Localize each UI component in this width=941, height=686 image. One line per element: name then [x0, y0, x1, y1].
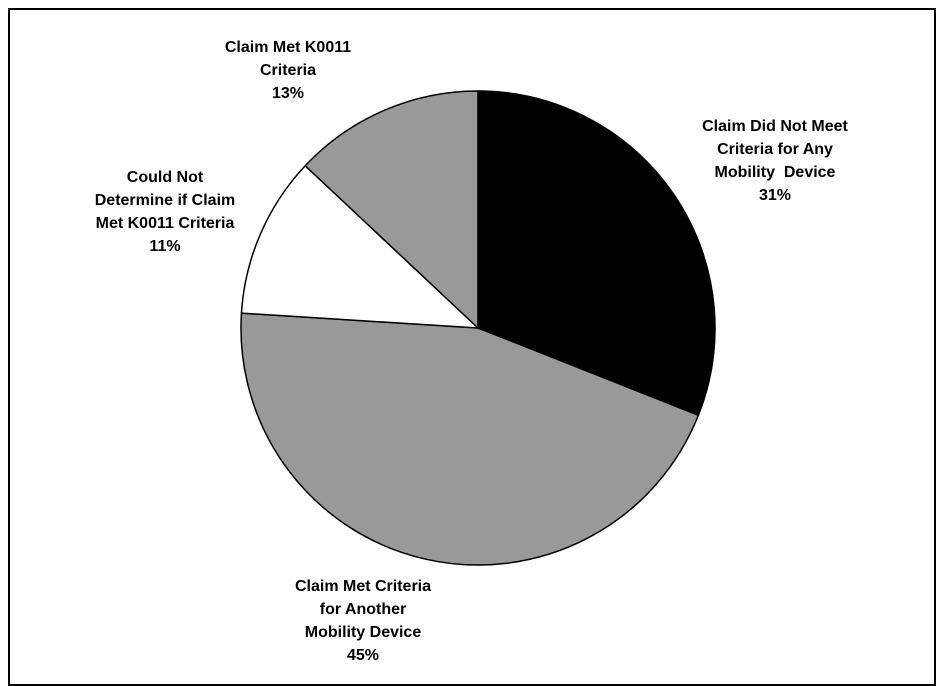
slice-met-k0011-label: Claim Met K0011 Criteria 13%	[225, 39, 351, 102]
slice-label-line: Claim Met K0011	[225, 39, 351, 56]
slice-percent: 31%	[759, 187, 791, 204]
pie-labels: Claim Did Not Meet Criteria for Any Mobili…	[95, 39, 849, 664]
slice-label-line: for Another	[320, 601, 407, 618]
slice-percent: 45%	[347, 647, 379, 664]
slice-label-line: Mobility Device	[715, 164, 836, 181]
pie-slices	[240, 90, 716, 566]
slice-percent: 11%	[149, 238, 180, 255]
slice-label-line: Criteria	[260, 62, 316, 79]
slice-label-line: Mobility Device	[305, 624, 422, 641]
slice-label-line: Criteria for Any	[717, 141, 833, 158]
slice-label-line: Determine if Claim	[95, 192, 235, 209]
slice-could-not-determine-label: Could Not Determine if Claim Met K0011 Cri…	[95, 169, 235, 255]
slice-could-not-determine	[240, 164, 481, 329]
slice-label-line: Claim Did Not Meet	[702, 118, 848, 135]
slice-percent: 13%	[272, 85, 304, 102]
slice-label-line: Met K0011 Criteria	[96, 215, 235, 232]
slice-met-k0011	[304, 90, 479, 330]
slice-did-not-meet	[477, 90, 716, 417]
slice-label-line: Claim Met Criteria	[295, 578, 431, 595]
slice-label-line: Could Not	[127, 169, 204, 186]
slice-met-another-device	[240, 312, 700, 566]
slice-did-not-meet-label: Claim Did Not Meet Criteria for Any Mobili…	[702, 118, 848, 204]
slice-met-another-device-label: Claim Met Criteria for Another Mobility De…	[295, 578, 431, 664]
